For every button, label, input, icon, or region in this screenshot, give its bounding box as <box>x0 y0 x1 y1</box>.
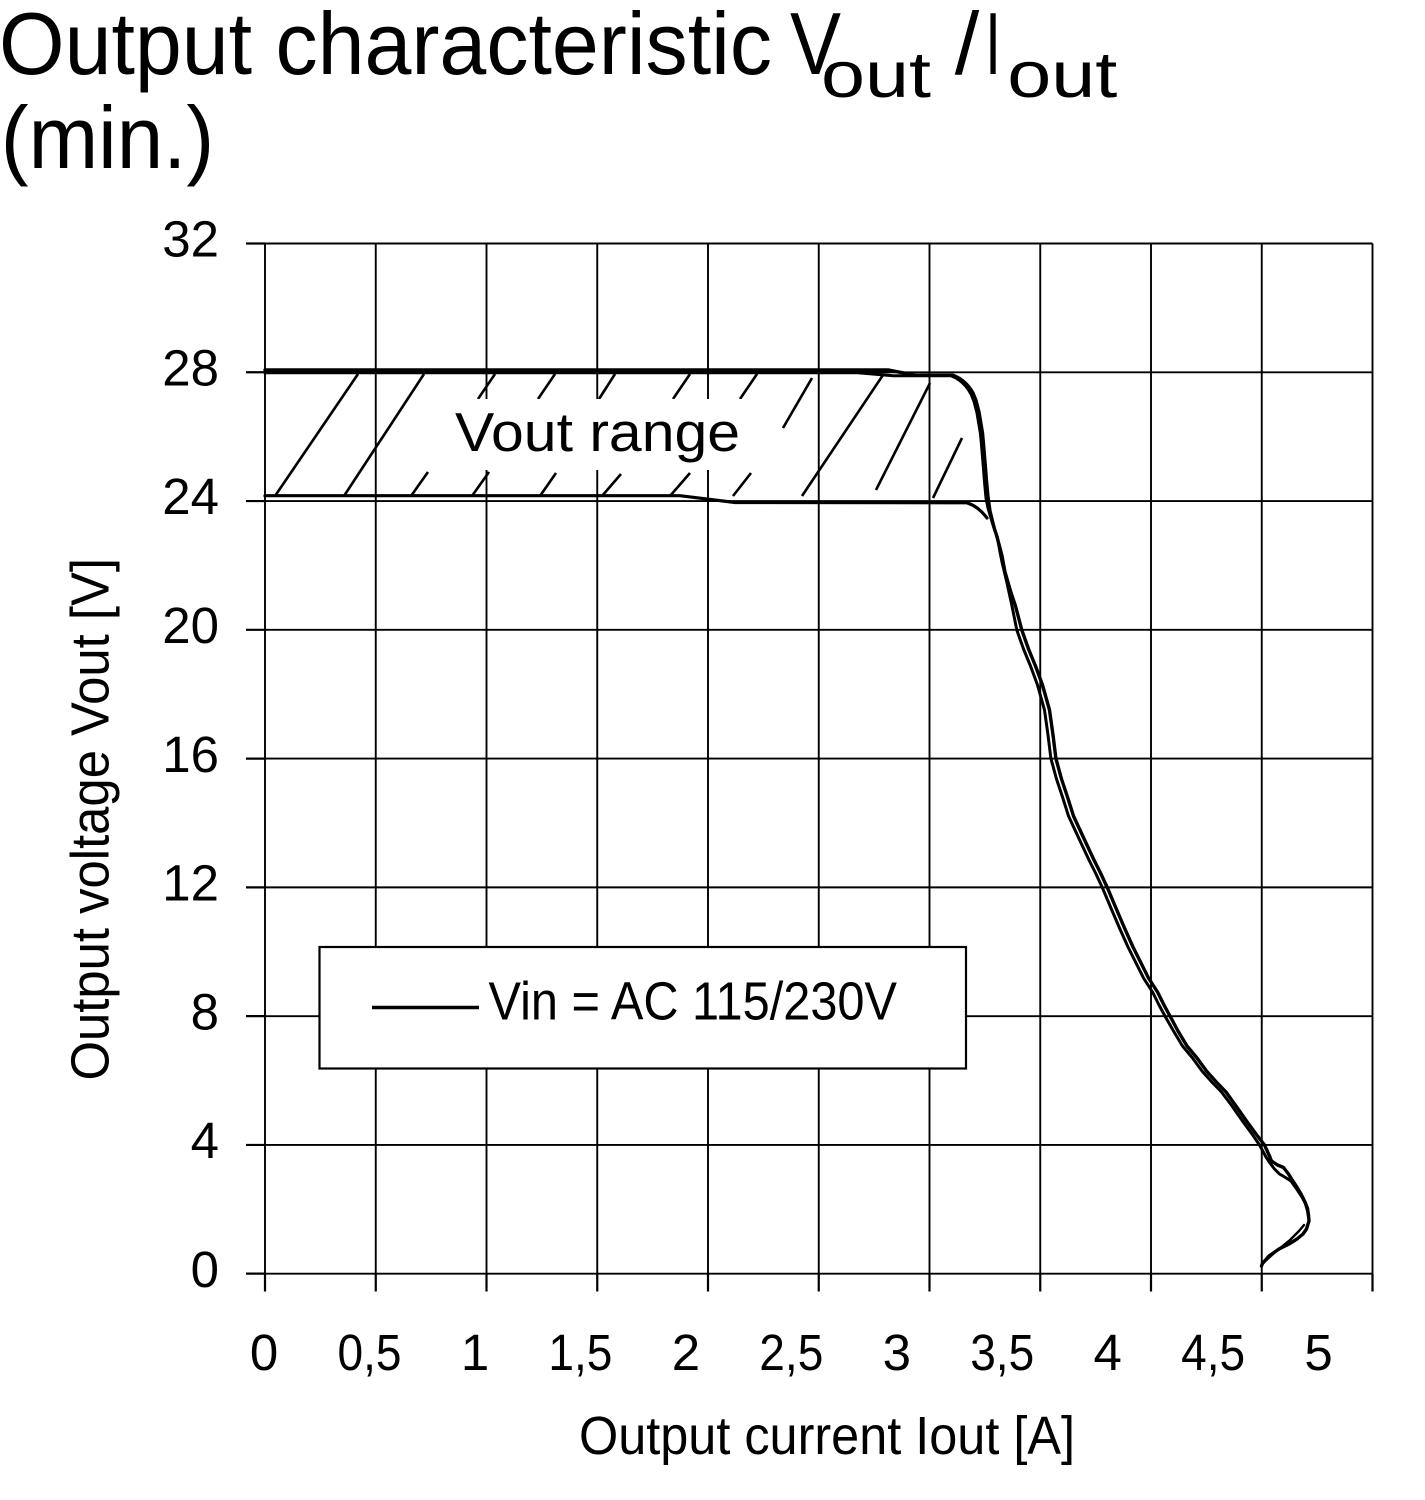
svg-text:1: 1 <box>461 1324 489 1381</box>
svg-text:12: 12 <box>162 855 219 912</box>
svg-text:V: V <box>790 0 841 93</box>
svg-text:2,5: 2,5 <box>759 1324 823 1381</box>
svg-text:8: 8 <box>191 983 219 1040</box>
svg-text:Output characteristic: Output characteristic <box>0 0 772 93</box>
svg-text:I: I <box>985 0 1001 93</box>
svg-text:4: 4 <box>191 1112 219 1169</box>
svg-text:/: / <box>955 0 980 93</box>
svg-text:4: 4 <box>1094 1324 1122 1381</box>
svg-text:0: 0 <box>250 1324 278 1381</box>
svg-text:32: 32 <box>162 211 219 268</box>
svg-text:2: 2 <box>672 1324 700 1381</box>
svg-text:16: 16 <box>162 726 219 783</box>
svg-text:0: 0 <box>191 1241 219 1298</box>
svg-text:(min.): (min.) <box>1 88 214 187</box>
svg-text:24: 24 <box>162 468 219 525</box>
svg-text:Output current Iout [A]: Output current Iout [A] <box>579 1406 1075 1466</box>
svg-text:3: 3 <box>883 1324 911 1381</box>
svg-text:3,5: 3,5 <box>970 1324 1034 1381</box>
svg-text:out: out <box>821 38 931 111</box>
svg-text:1,5: 1,5 <box>548 1324 612 1381</box>
svg-text:Output voltage Vout [V]: Output voltage Vout [V] <box>61 558 121 1081</box>
svg-text:28: 28 <box>162 340 219 397</box>
svg-text:Vin = AC 115/230V: Vin = AC 115/230V <box>489 971 898 1031</box>
svg-text:0,5: 0,5 <box>338 1324 402 1381</box>
svg-text:5: 5 <box>1304 1324 1332 1381</box>
svg-text:20: 20 <box>162 597 219 654</box>
svg-text:out: out <box>1007 38 1117 111</box>
svg-text:Vout range: Vout range <box>455 401 740 463</box>
svg-text:4,5: 4,5 <box>1181 1324 1245 1381</box>
